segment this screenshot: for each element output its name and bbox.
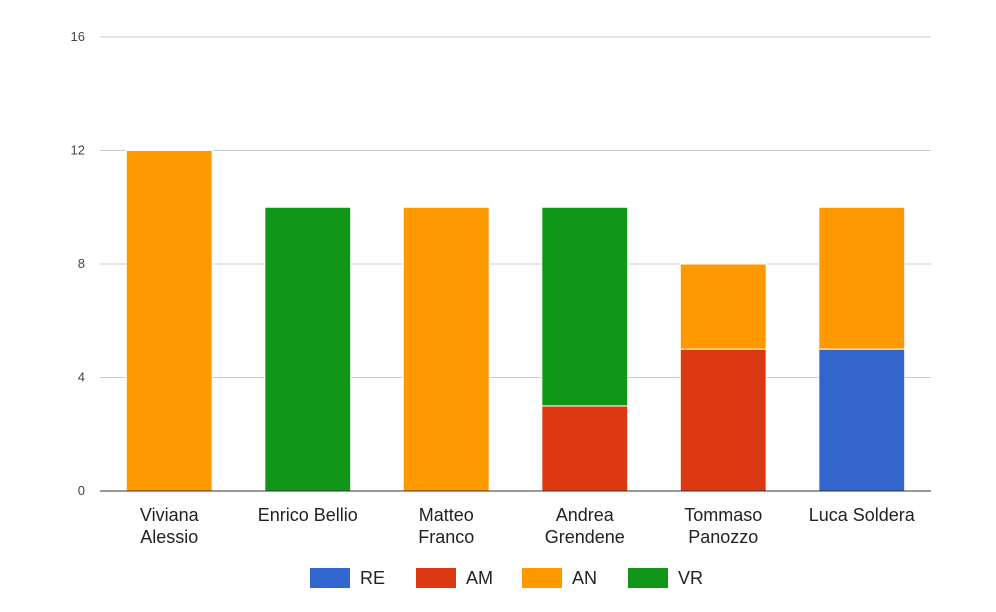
- y-tick-label: 16: [71, 29, 85, 44]
- legend-label: VR: [678, 568, 703, 588]
- legend-item-am: AM: [416, 568, 493, 588]
- bar-segment-an: [402, 206, 490, 492]
- x-tick-label: Tommaso Panozzo: [684, 505, 762, 547]
- legend-label: RE: [360, 568, 385, 588]
- legend-swatch: [416, 568, 456, 588]
- bar-segment-re: [818, 348, 906, 492]
- bars: [125, 150, 906, 492]
- bar-segment-an: [125, 150, 213, 492]
- legend-swatch: [522, 568, 562, 588]
- x-tick-label: Luca Soldera: [809, 505, 916, 525]
- x-tick-label: Andrea Grendene: [545, 505, 625, 547]
- gridlines: [100, 36, 931, 378]
- x-tick-label: Viviana Alessio: [140, 505, 200, 547]
- bar-segment-vr: [264, 206, 352, 492]
- legend-item-re: RE: [310, 568, 385, 588]
- y-tick-label: 12: [71, 143, 85, 158]
- y-tick-label: 0: [78, 483, 85, 498]
- legend: RE AM AN VR: [310, 568, 703, 588]
- y-axis-ticks: 0 4 8 12 16: [71, 29, 85, 498]
- legend-label: AM: [466, 568, 493, 588]
- y-tick-label: 8: [78, 256, 85, 271]
- bar-segment-an: [818, 206, 906, 350]
- y-tick-label: 4: [78, 370, 85, 385]
- x-tick-label: Enrico Bellio: [258, 505, 358, 525]
- legend-swatch: [310, 568, 350, 588]
- bar-segment-vr: [541, 206, 629, 407]
- bar-segment-am: [541, 405, 629, 492]
- legend-swatch: [628, 568, 668, 588]
- legend-item-vr: VR: [628, 568, 703, 588]
- legend-label: AN: [572, 568, 597, 588]
- x-axis-labels: Viviana Alessio Enrico Bellio Matteo Franco A…: [140, 505, 916, 547]
- x-tick-label: Matteo Franco: [418, 505, 474, 547]
- bar-segment-am: [679, 348, 767, 492]
- legend-item-an: AN: [522, 568, 597, 588]
- bar-segment-an: [679, 263, 767, 350]
